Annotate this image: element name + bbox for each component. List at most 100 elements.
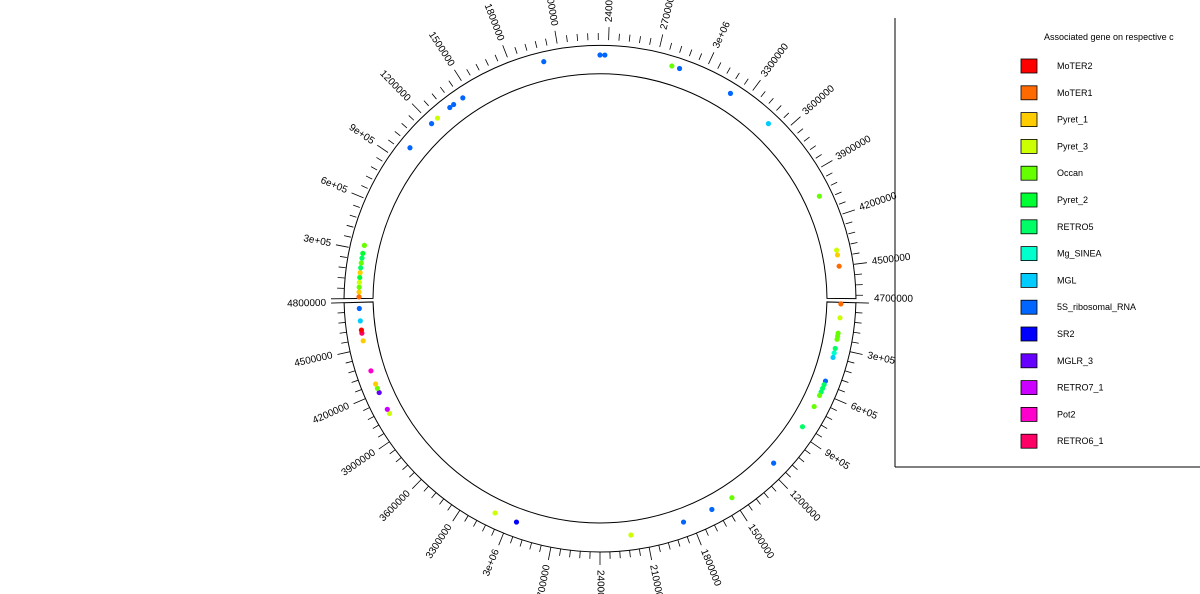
minor-tick bbox=[376, 157, 383, 162]
minor-tick bbox=[345, 360, 353, 364]
minor-tick bbox=[338, 266, 346, 269]
tick-label: 3e+05 bbox=[866, 350, 896, 367]
tick-label: 3900000 bbox=[834, 133, 874, 162]
data-point-Occan bbox=[816, 392, 823, 399]
data-point-5S_ribosomal_RNA bbox=[680, 519, 687, 525]
tick-label: 1800000 bbox=[698, 548, 723, 589]
minor-tick bbox=[566, 35, 568, 43]
legend-swatch bbox=[1020, 85, 1038, 101]
minor-tick bbox=[850, 242, 858, 245]
data-point-Pyret_2 bbox=[357, 274, 363, 281]
minor-tick bbox=[847, 360, 855, 364]
tick-label: 3e+06 bbox=[481, 547, 502, 578]
data-point-RETRO5 bbox=[799, 424, 806, 430]
minor-tick bbox=[569, 550, 571, 558]
legend-entry: MGLR_3 bbox=[1057, 356, 1093, 366]
legend-swatch bbox=[1020, 192, 1038, 208]
data-point-5S_ribosomal_RNA bbox=[602, 52, 608, 58]
major-tick bbox=[412, 479, 422, 489]
minor-tick bbox=[677, 539, 681, 547]
minor-tick bbox=[402, 464, 409, 470]
data-point-Pyret_3 bbox=[356, 279, 362, 285]
minor-tick bbox=[388, 139, 395, 145]
minor-tick bbox=[815, 433, 823, 438]
legend-entry: RETRO5 bbox=[1057, 222, 1094, 232]
data-point-Occan bbox=[669, 63, 675, 69]
minor-tick bbox=[475, 63, 480, 71]
tick-label: 2400000 bbox=[595, 570, 606, 594]
legend-entry: RETRO6_1 bbox=[1057, 436, 1104, 446]
minor-tick bbox=[798, 457, 805, 463]
minor-tick bbox=[845, 221, 853, 225]
data-point-Occan bbox=[816, 193, 822, 199]
legend-swatch bbox=[1020, 272, 1038, 288]
minor-tick bbox=[853, 331, 861, 334]
minor-tick bbox=[339, 256, 347, 258]
data-point-MGL bbox=[830, 354, 836, 361]
tick-label: 9e+05 bbox=[822, 447, 852, 472]
data-point-MGL bbox=[765, 121, 772, 127]
minor-tick bbox=[485, 59, 489, 66]
major-tick bbox=[377, 144, 389, 153]
legend-swatch bbox=[1020, 138, 1038, 154]
minor-tick bbox=[431, 93, 437, 100]
minor-tick bbox=[361, 185, 368, 189]
minor-tick bbox=[714, 524, 718, 532]
tick-label: 2700000 bbox=[535, 563, 553, 594]
minor-tick bbox=[804, 449, 811, 455]
minor-tick bbox=[349, 214, 357, 218]
tick-label: 3300000 bbox=[759, 41, 791, 79]
data-point-RETRO7_1 bbox=[384, 406, 390, 412]
minor-tick bbox=[341, 341, 349, 344]
major-tick bbox=[810, 441, 822, 450]
tick-label: 2100000 bbox=[647, 564, 665, 594]
minor-tick bbox=[491, 529, 495, 536]
minor-tick bbox=[494, 54, 499, 62]
minor-tick bbox=[394, 131, 401, 137]
data-point-Pyret_1 bbox=[360, 338, 366, 344]
tick-label: 4200000 bbox=[858, 190, 899, 213]
legend-entry: Pyret_2 bbox=[1057, 195, 1088, 205]
major-tick bbox=[778, 479, 788, 489]
data-point-Occan bbox=[361, 242, 367, 248]
minor-tick bbox=[841, 379, 849, 383]
legend-entry: Pyret_1 bbox=[1057, 115, 1088, 125]
data-point-Pyret_1 bbox=[834, 252, 841, 258]
data-point-MoTER1 bbox=[838, 301, 844, 307]
minor-tick bbox=[482, 524, 486, 532]
minor-tick bbox=[466, 69, 471, 76]
minor-tick bbox=[448, 80, 454, 87]
minor-tick bbox=[559, 548, 562, 556]
major-tick bbox=[337, 351, 351, 355]
minor-tick bbox=[830, 181, 838, 186]
major-tick bbox=[708, 52, 715, 65]
legend-entry: MGL bbox=[1057, 275, 1077, 285]
tick-label: 4200000 bbox=[311, 401, 351, 427]
major-tick bbox=[351, 192, 364, 199]
minor-tick bbox=[338, 322, 346, 324]
major-tick bbox=[498, 532, 504, 546]
tick-label: 1200000 bbox=[377, 68, 412, 104]
legend-swatch bbox=[1020, 112, 1038, 127]
minor-tick bbox=[629, 550, 631, 558]
data-point-Pyret_3 bbox=[386, 410, 393, 417]
data-point-5S_ribosomal_RNA bbox=[451, 101, 457, 108]
minor-tick bbox=[809, 145, 817, 150]
data-point-Occan bbox=[356, 284, 362, 290]
minor-tick bbox=[519, 539, 523, 547]
minor-tick bbox=[726, 67, 731, 74]
minor-tick bbox=[649, 37, 652, 45]
legend-swatch bbox=[1020, 380, 1038, 396]
legend-entry: 5S_ribosomal_RNA bbox=[1057, 302, 1136, 312]
tick-label: 1500000 bbox=[426, 30, 457, 69]
major-tick bbox=[834, 398, 847, 405]
minor-tick bbox=[355, 389, 362, 393]
data-point-MGL bbox=[357, 318, 363, 324]
data-point-MoTER1 bbox=[836, 263, 842, 269]
sector-end-label: 4800000 bbox=[287, 298, 327, 310]
minor-tick bbox=[372, 424, 380, 429]
data-point-Pyret_3 bbox=[628, 532, 634, 538]
minor-tick bbox=[524, 43, 528, 51]
legend-entry: SR2 bbox=[1057, 329, 1075, 339]
